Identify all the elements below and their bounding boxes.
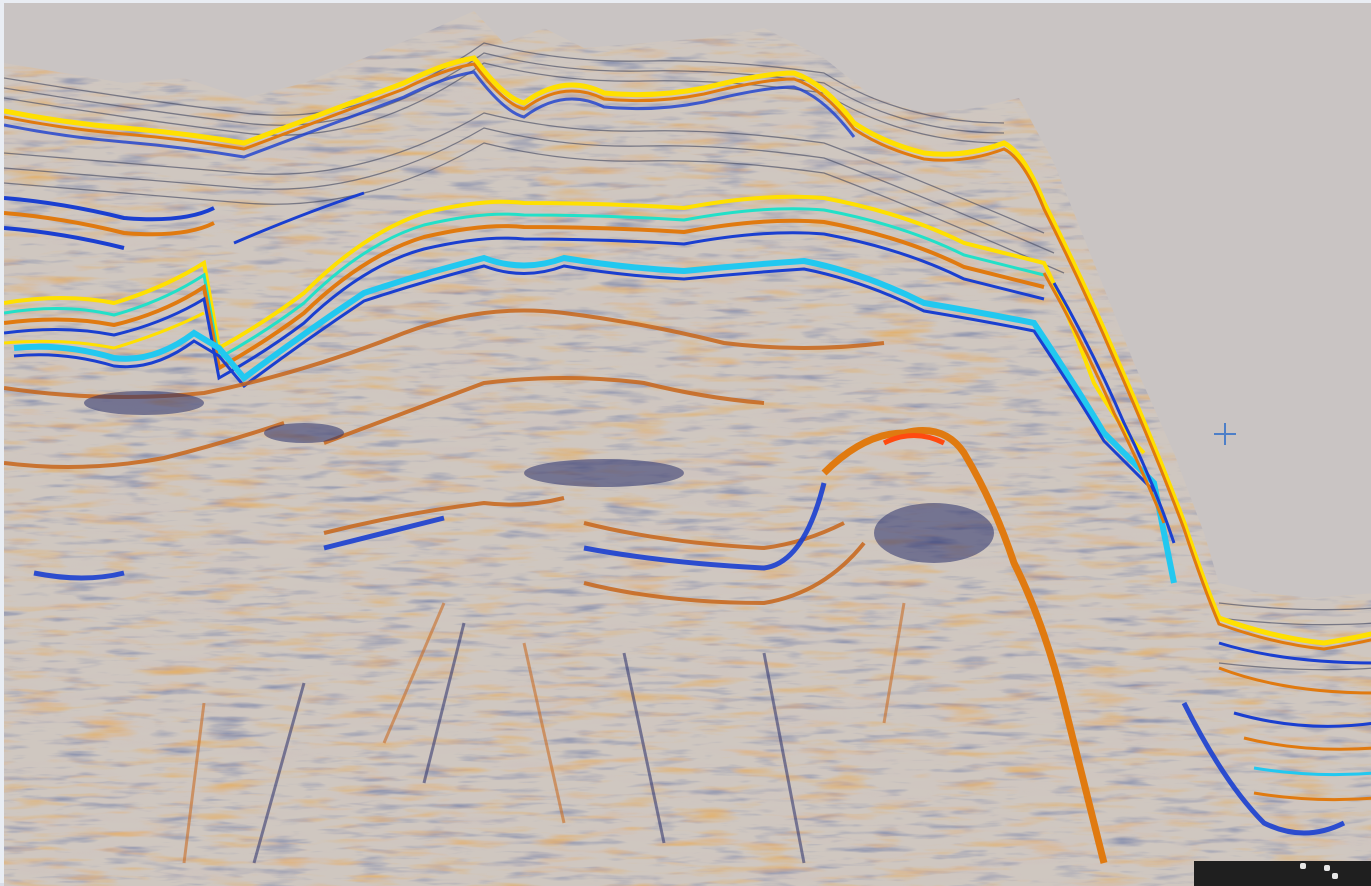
corner-logo-fragment [1194,861,1371,886]
crosshair-icon [1214,423,1236,445]
seismic-section-image [4,11,1371,886]
seismic-data-area [4,11,1371,886]
